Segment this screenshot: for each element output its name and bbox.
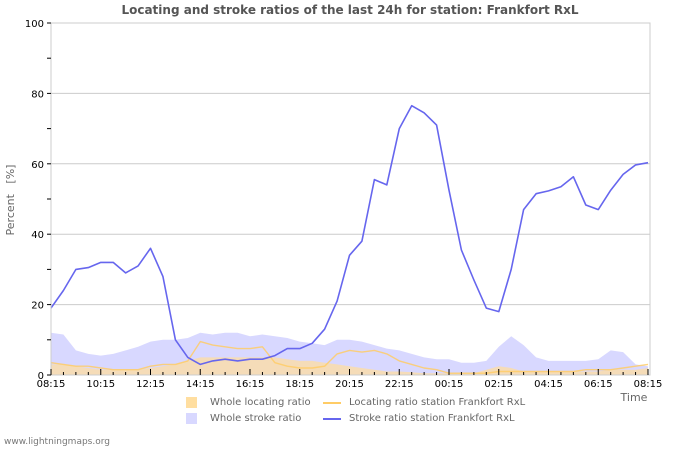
chart-title: Locating and stroke ratios of the last 2… xyxy=(121,3,579,17)
plot-frame xyxy=(50,22,651,376)
svg-text:06:15: 06:15 xyxy=(584,379,613,390)
svg-text:80: 80 xyxy=(31,89,44,100)
grid-lines xyxy=(51,92,650,306)
svg-text:40: 40 xyxy=(31,230,44,241)
locating-line-swatch-icon xyxy=(323,402,341,404)
svg-text:18:15: 18:15 xyxy=(285,379,314,390)
svg-text:16:15: 16:15 xyxy=(236,379,265,390)
line-stroke-ratio-station-frankfort-rxl xyxy=(50,104,649,366)
svg-text:08:15: 08:15 xyxy=(37,379,66,390)
footer-site-link: www.lightningmaps.org xyxy=(4,437,110,447)
svg-text:100: 100 xyxy=(25,19,44,30)
legend-label: Locating ratio station Frankfort RxL xyxy=(349,397,526,408)
svg-text:20:15: 20:15 xyxy=(335,379,364,390)
svg-text:02:15: 02:15 xyxy=(484,379,513,390)
svg-text:60: 60 xyxy=(31,160,44,171)
svg-text:10:15: 10:15 xyxy=(86,379,115,390)
legend-label: Whole stroke ratio xyxy=(210,413,302,424)
svg-text:20: 20 xyxy=(31,301,44,312)
svg-text:12:15: 12:15 xyxy=(136,379,165,390)
y-axis-title: Percent [%] xyxy=(4,165,17,236)
x-axis-labels: 08:15 10:15 12:15 14:15 16:15 18:15 20:15 22:15… xyxy=(37,379,663,390)
legend-label: Whole locating ratio xyxy=(210,397,311,408)
axis-ticks xyxy=(47,22,649,376)
svg-text:00:15: 00:15 xyxy=(435,379,464,390)
svg-text:04:15: 04:15 xyxy=(534,379,563,390)
stroke-line-swatch-icon xyxy=(323,418,341,420)
y-axis-labels: 0 20 40 60 80 100 xyxy=(25,19,44,382)
whole-locating-swatch-icon xyxy=(186,397,197,408)
svg-text:22:15: 22:15 xyxy=(385,379,414,390)
svg-text:08:15: 08:15 xyxy=(634,379,663,390)
svg-text:0: 0 xyxy=(38,371,44,382)
legend-label: Stroke ratio station Frankfort RxL xyxy=(349,413,515,424)
line-series xyxy=(50,104,649,374)
svg-text:14:15: 14:15 xyxy=(186,379,215,390)
whole-stroke-swatch-icon xyxy=(186,413,197,424)
x-axis-title: Time xyxy=(620,391,648,404)
